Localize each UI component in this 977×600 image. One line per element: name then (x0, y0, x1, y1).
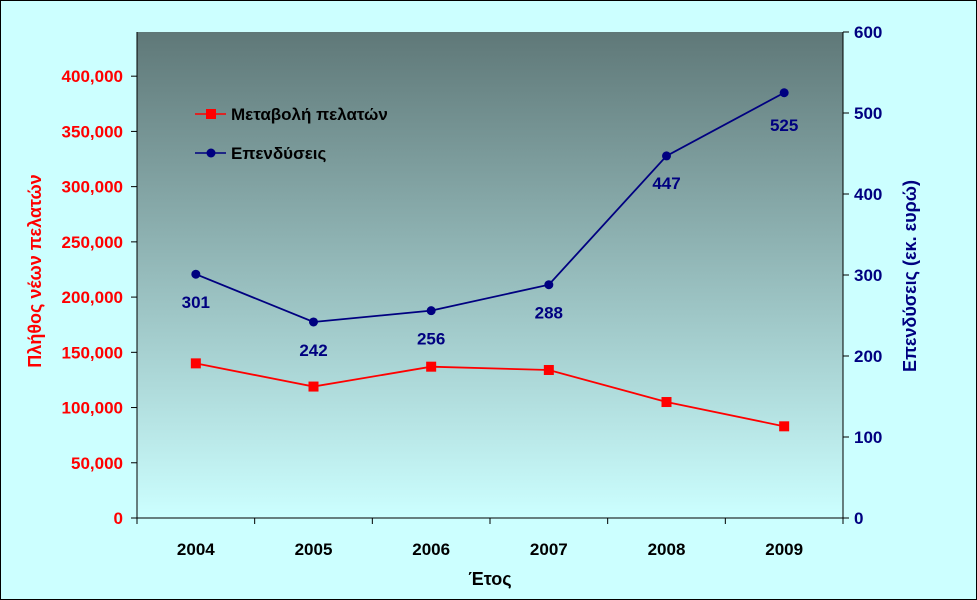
left-axis-tick-label: 100,000 (62, 399, 123, 418)
series-line-clients (195, 362, 785, 428)
data-label-investments: 242 (299, 341, 327, 360)
data-point-investments (191, 269, 201, 279)
left-axis-tick-label: 300,000 (62, 178, 123, 197)
left-axis-title: Πλήθος νέων πελατών (25, 174, 45, 367)
data-point-investments (779, 88, 789, 98)
left-axis-tick-label: 350,000 (62, 122, 123, 141)
legend-label-clients: Μεταβολή πελατών (231, 105, 388, 124)
data-point-investments (544, 280, 554, 290)
data-label-investments: 256 (417, 330, 445, 349)
left-axis-tick-label: 400,000 (62, 67, 123, 86)
right-axis-tick-label: 500 (854, 104, 882, 123)
x-axis-tick-label: 2008 (648, 540, 686, 559)
right-axis-tick-label: 100 (854, 428, 882, 447)
data-point-investments (662, 151, 671, 161)
x-axis-tick-label: 2005 (295, 540, 333, 559)
data-label-investments: 288 (535, 304, 563, 323)
legend-label-investments: Επενδύσεις (231, 144, 327, 163)
right-axis-tick-label: 400 (854, 185, 882, 204)
data-point-clients (190, 358, 201, 369)
legend-marker-circle (206, 148, 216, 158)
data-point-clients (426, 361, 437, 372)
data-label-investments: 447 (652, 174, 680, 193)
series-line-investments (195, 91, 785, 323)
right-axis-tick-label: 0 (854, 509, 863, 528)
left-axis-tick-label: 200,000 (62, 288, 123, 307)
right-axis-tick-label: 300 (854, 266, 882, 285)
data-point-investments (426, 306, 436, 316)
data-point-clients (779, 421, 790, 432)
x-axis-tick-label: 2009 (765, 540, 803, 559)
right-axis-tick-label: 200 (854, 347, 882, 366)
right-axis-tick-label: 600 (854, 23, 882, 42)
legend-item-investments: Επενδύσεις (195, 144, 327, 163)
data-point-clients (308, 381, 319, 392)
data-label-investments: 525 (770, 116, 798, 135)
data-label-investments: 301 (182, 293, 210, 312)
right-axis-title: Επενδύσεις (εκ. ευρώ) (900, 180, 920, 372)
data-point-clients (543, 364, 554, 375)
left-axis-tick-label: 0 (114, 509, 123, 528)
legend: Μεταβολή πελατών Επενδύσεις (195, 105, 388, 163)
x-axis-tick-label: 2007 (530, 540, 568, 559)
legend-item-clients: Μεταβολή πελατών (195, 105, 388, 124)
data-point-clients (661, 397, 672, 408)
x-axis-tick-label: 2004 (177, 540, 215, 559)
plot-area (137, 32, 843, 518)
legend-marker-square (206, 109, 216, 119)
x-axis-tick-label: 2006 (412, 540, 450, 559)
left-axis-tick-label: 250,000 (62, 233, 123, 252)
data-point-investments (309, 317, 318, 327)
left-axis-tick-label: 150,000 (62, 343, 123, 362)
left-axis-tick-label: 50,000 (71, 454, 123, 473)
x-axis-title: Έτος (468, 569, 511, 589)
